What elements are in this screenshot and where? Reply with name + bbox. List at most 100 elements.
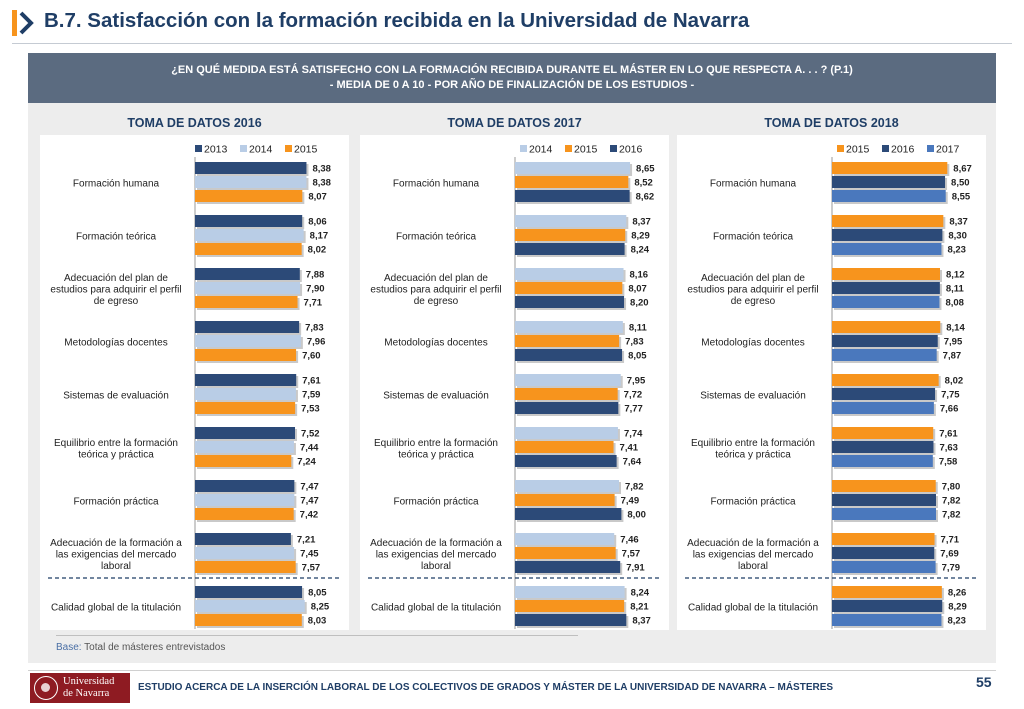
category-label-line: laboral [738, 561, 768, 572]
legend-swatch-2014 [520, 145, 527, 152]
category-label: Equilibrio entre la formación teórica y p… [54, 438, 178, 461]
data-label-2016: 8,00 [627, 510, 646, 521]
category-label: Adecuación de la formación a las exigenci… [370, 538, 502, 572]
data-label-2015: 8,52 [634, 178, 653, 189]
bar-2017 [832, 190, 946, 202]
university-seal-icon [34, 676, 58, 700]
category-label-line: Sistemas de evaluación [383, 391, 489, 402]
bar-2016 [515, 190, 630, 202]
category-label: Formación humana [73, 179, 160, 190]
bar-2013 [195, 374, 297, 386]
bar-2016 [832, 600, 943, 612]
bar-2015 [195, 455, 292, 467]
category-label-line: Formación humana [73, 179, 160, 190]
bar-2015 [515, 282, 623, 294]
bar-2015 [832, 321, 941, 333]
bar-2015 [195, 561, 296, 573]
data-label-2013: 8,05 [308, 588, 327, 599]
category-label-line: Formación práctica [710, 497, 795, 508]
data-label-2016: 7,82 [942, 496, 961, 507]
data-label-2016: 7,64 [623, 457, 642, 468]
data-label-2014: 8,38 [312, 178, 331, 189]
bar-2014 [195, 547, 295, 559]
category-label: Adecuación de la formación a las exigenci… [50, 538, 182, 572]
legend-swatch-2015 [837, 145, 844, 152]
legend-label-2013: 2013 [204, 144, 228, 156]
bar-2016 [515, 296, 625, 308]
data-label-2014: 7,59 [302, 390, 321, 401]
base-note-text: Total de másteres entrevistados [81, 642, 226, 653]
bar-2013 [195, 162, 307, 174]
footer-divider [28, 670, 996, 671]
category-label: Formación teórica [76, 232, 156, 243]
bar-2015 [515, 229, 626, 241]
bar-2015 [515, 335, 620, 347]
bar-2015 [515, 441, 614, 453]
question-box: ¿EN QUÉ MEDIDA ESTÁ SATISFECHO CON LA FO… [28, 53, 996, 103]
legend-label-2016: 2016 [891, 144, 915, 156]
data-label-2015: 7,61 [939, 429, 958, 440]
chart-2018: 2015 2016 2017 Formación humana 8,67 8,50 8,55… [685, 144, 979, 629]
data-label-2014: 7,45 [300, 549, 319, 560]
bar-2016 [515, 508, 622, 520]
category-label-line: Formación humana [393, 179, 480, 190]
data-label-2015: 8,02 [308, 245, 327, 256]
bar-2016 [515, 455, 617, 467]
category-label-line: laboral [101, 561, 131, 572]
category-label-line: las exigencias del mercado [56, 550, 177, 561]
bar-2014 [515, 162, 631, 174]
legend-item-2014: 2014 [520, 144, 553, 156]
data-label-2016: 8,05 [628, 351, 647, 362]
data-label-2013: 7,83 [305, 323, 324, 334]
data-label-2017: 7,87 [943, 351, 962, 362]
data-label-2015: 8,21 [630, 602, 649, 613]
category-label-line: Formación teórica [713, 232, 793, 243]
bar-2015 [195, 296, 298, 308]
page-number: 55 [976, 674, 992, 690]
bar-2015 [195, 508, 294, 520]
data-label-2014: 7,47 [300, 496, 319, 507]
data-label-2015: 8,12 [946, 270, 965, 281]
data-label-2015: 7,80 [942, 482, 961, 493]
data-label-2014: 8,24 [631, 588, 650, 599]
legend-item-2016: 2016 [610, 144, 643, 156]
data-label-2016: 8,30 [948, 231, 967, 242]
bar-2017 [832, 402, 934, 414]
data-label-2015: 7,42 [300, 510, 319, 521]
category-label: Adecuación del plan de estudios para adqu… [50, 273, 181, 307]
category-label-line: las exigencias del mercado [693, 550, 814, 561]
category-label: Sistemas de evaluación [63, 391, 169, 402]
legend-item-2014: 2014 [240, 144, 273, 156]
bar-2015 [195, 243, 302, 255]
category-label-line: teórica y práctica [78, 449, 154, 460]
legend-item-2015: 2015 [285, 144, 318, 156]
bar-2014 [195, 388, 296, 400]
category-label-line: Equilibrio entre la formación [374, 438, 498, 449]
logo-text: Universidad de Navarra [63, 676, 114, 700]
university-logo: Universidad de Navarra [30, 673, 130, 703]
data-label-2015: 7,24 [297, 457, 316, 468]
data-label-2017: 8,23 [947, 616, 966, 627]
bar-2017 [832, 349, 937, 361]
category-label-line: Sistemas de evaluación [63, 391, 169, 402]
panel-title-2017: TOMA DE DATOS 2017 [447, 116, 582, 130]
bar-2016 [832, 282, 940, 294]
bar-2016 [832, 335, 938, 347]
category-label-line: Adecuación de la formación a [370, 538, 502, 549]
bar-2015 [832, 374, 939, 386]
bar-2014 [195, 282, 301, 294]
legend-label-2015: 2015 [294, 144, 318, 156]
question-line-1: ¿EN QUÉ MEDIDA ESTÁ SATISFECHO CON LA FO… [171, 64, 853, 76]
category-label-line: Adecuación del plan de [384, 273, 488, 284]
data-label-2017: 7,58 [939, 457, 958, 468]
legend-label-2017: 2017 [936, 144, 960, 156]
bar-2015 [832, 586, 942, 598]
data-label-2016: 7,77 [624, 404, 643, 415]
title-divider [12, 43, 1012, 44]
data-label-2015: 8,07 [628, 284, 647, 295]
category-label-line: estudios para adquirir el perfil [370, 285, 501, 296]
bar-2016 [515, 402, 619, 414]
category-label-line: teórica y práctica [715, 449, 791, 460]
base-note: Base: Total de másteres entrevistados [56, 642, 225, 653]
category-label: Formación práctica [73, 497, 158, 508]
